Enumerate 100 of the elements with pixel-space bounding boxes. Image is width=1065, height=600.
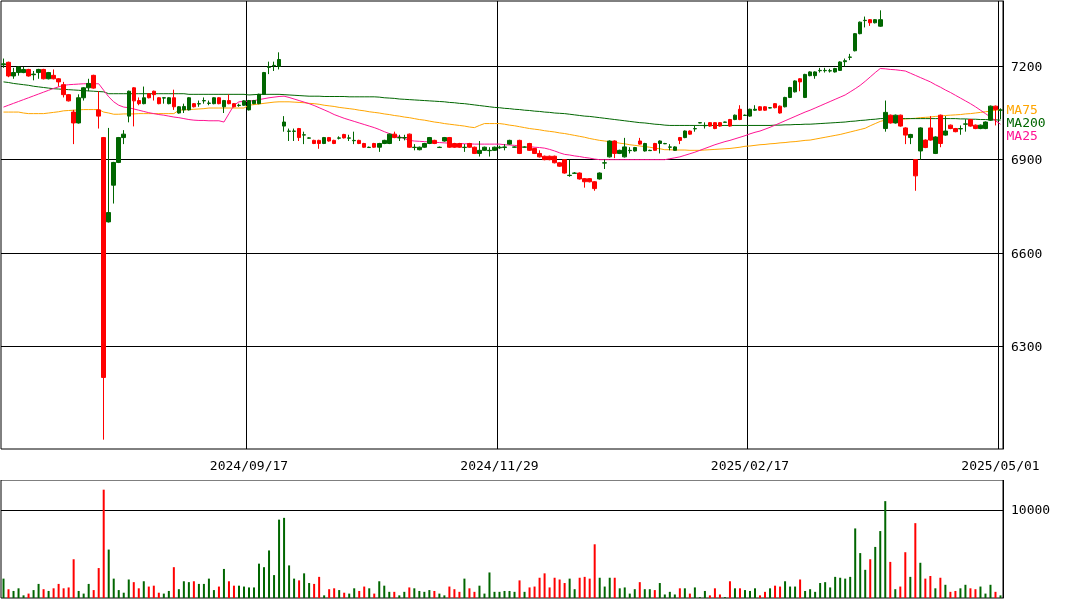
bar bbox=[212, 590, 215, 598]
bar bbox=[443, 595, 446, 598]
bar bbox=[463, 578, 466, 598]
y-tick-label: 7200 bbox=[1011, 58, 1043, 74]
bar bbox=[293, 578, 296, 598]
bar bbox=[283, 517, 286, 598]
candlestick bbox=[322, 136, 326, 145]
x-tick-label: 2024/11/29 bbox=[460, 458, 539, 473]
bar bbox=[944, 584, 947, 598]
candlestick bbox=[392, 131, 397, 139]
candlestick bbox=[683, 129, 687, 139]
bar bbox=[829, 587, 832, 598]
bar bbox=[738, 588, 741, 598]
bar bbox=[743, 590, 746, 598]
bar bbox=[122, 592, 125, 598]
candlestick bbox=[267, 61, 271, 75]
bar bbox=[473, 591, 476, 598]
bar bbox=[318, 576, 321, 598]
bar bbox=[658, 583, 661, 598]
bar bbox=[258, 563, 261, 598]
candlestick bbox=[6, 61, 11, 78]
bar bbox=[563, 583, 566, 598]
candlestick bbox=[26, 68, 31, 78]
bar bbox=[428, 590, 431, 598]
candlestick bbox=[918, 126, 923, 161]
bar bbox=[423, 591, 426, 598]
bar bbox=[603, 586, 606, 598]
candlestick bbox=[958, 124, 963, 136]
bar bbox=[819, 583, 822, 598]
bar bbox=[253, 587, 256, 598]
bar bbox=[814, 591, 817, 598]
bar bbox=[643, 589, 646, 598]
bar bbox=[333, 588, 336, 598]
bar bbox=[573, 589, 576, 598]
bar bbox=[839, 577, 842, 598]
bar bbox=[608, 577, 611, 598]
bar bbox=[703, 590, 706, 598]
bar bbox=[804, 590, 807, 598]
candlestick bbox=[462, 143, 467, 153]
bar bbox=[834, 576, 837, 598]
bar bbox=[242, 586, 245, 598]
bar bbox=[879, 531, 882, 598]
x-tick-label: 2025/05/01 bbox=[961, 458, 1040, 473]
candlestick bbox=[848, 53, 852, 61]
bar bbox=[904, 552, 907, 598]
bar bbox=[192, 581, 195, 598]
bar bbox=[433, 590, 436, 598]
candlestick bbox=[217, 96, 221, 105]
candlestick bbox=[567, 159, 572, 178]
candlestick bbox=[41, 68, 46, 80]
bar bbox=[874, 546, 877, 598]
candlestick bbox=[893, 114, 898, 125]
bar bbox=[593, 544, 596, 598]
bar bbox=[779, 586, 782, 598]
bar bbox=[388, 591, 391, 598]
candlestick bbox=[347, 134, 351, 142]
bar bbox=[77, 590, 80, 598]
bar bbox=[899, 586, 902, 598]
bar bbox=[408, 587, 411, 598]
candlestick bbox=[71, 109, 76, 145]
bar bbox=[207, 578, 210, 598]
candlestick bbox=[106, 127, 111, 224]
bar bbox=[954, 590, 957, 598]
candlestick bbox=[768, 106, 772, 109]
bar bbox=[969, 588, 972, 598]
bar bbox=[67, 587, 70, 598]
bar bbox=[934, 588, 937, 598]
bar bbox=[268, 550, 271, 598]
bar bbox=[47, 590, 50, 598]
bar bbox=[57, 583, 60, 598]
candlestick bbox=[898, 114, 903, 128]
candlestick bbox=[723, 121, 727, 124]
bar bbox=[994, 591, 997, 598]
bar bbox=[769, 588, 772, 598]
candlestick bbox=[678, 136, 682, 145]
bar bbox=[809, 589, 812, 598]
bar bbox=[303, 573, 306, 598]
candlestick bbox=[868, 18, 872, 27]
bar bbox=[789, 586, 792, 598]
bar bbox=[528, 587, 531, 598]
bar bbox=[889, 561, 892, 598]
bar bbox=[924, 578, 927, 598]
bar bbox=[864, 569, 867, 598]
bar bbox=[167, 590, 170, 598]
candlestick bbox=[36, 68, 41, 80]
candlestick bbox=[96, 90, 101, 130]
bar bbox=[343, 592, 346, 598]
bar bbox=[288, 565, 291, 598]
bar bbox=[338, 590, 341, 598]
bar bbox=[859, 553, 862, 598]
candlestick bbox=[302, 131, 306, 145]
candlestick bbox=[517, 139, 522, 155]
candlestick bbox=[31, 70, 36, 81]
bar bbox=[7, 589, 10, 598]
bar bbox=[72, 559, 75, 598]
bar bbox=[653, 590, 656, 598]
series-label: MA25 bbox=[1006, 128, 1038, 144]
bar bbox=[583, 576, 586, 598]
candlestick bbox=[597, 171, 602, 181]
bar bbox=[754, 588, 757, 598]
